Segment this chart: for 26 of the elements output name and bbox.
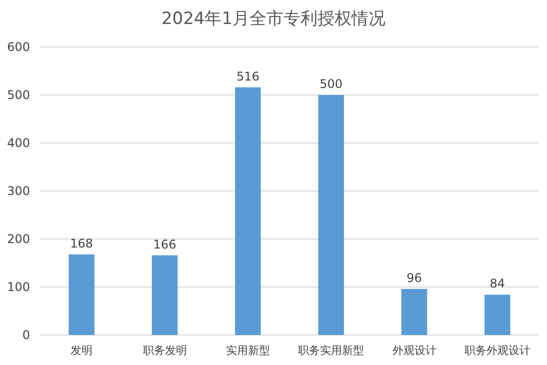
bar: [484, 294, 510, 335]
bar: [401, 288, 428, 335]
bar: [318, 95, 344, 335]
x-tick-label: 实用新型: [226, 344, 270, 357]
y-tick-label: 0: [22, 328, 30, 342]
y-tick-label: 600: [7, 40, 30, 54]
bar: [152, 255, 178, 335]
x-tick-label: 发明: [70, 344, 93, 357]
data-label: 168: [70, 236, 94, 250]
y-tick-label: 200: [7, 232, 30, 246]
y-tick-label: 500: [7, 88, 30, 102]
x-tick-label: 职务发明: [142, 344, 187, 357]
y-tick-label: 300: [7, 184, 30, 198]
data-label: 84: [490, 276, 506, 291]
chart-title: 2024年1月全市专利授权情况: [161, 9, 386, 29]
y-tick-label: 400: [7, 136, 30, 150]
x-tick-label: 外观设计: [392, 344, 436, 357]
bar: [68, 254, 94, 335]
x-tick-label: 职务实用新型: [298, 344, 364, 357]
data-label: 500: [320, 77, 343, 91]
y-tick-label: 100: [7, 280, 30, 294]
data-label: 516: [236, 69, 260, 84]
bar: [235, 87, 261, 335]
x-tick-label: 职务外观设计: [464, 344, 530, 357]
data-label: 96: [406, 270, 422, 285]
data-label: 166: [153, 237, 176, 252]
